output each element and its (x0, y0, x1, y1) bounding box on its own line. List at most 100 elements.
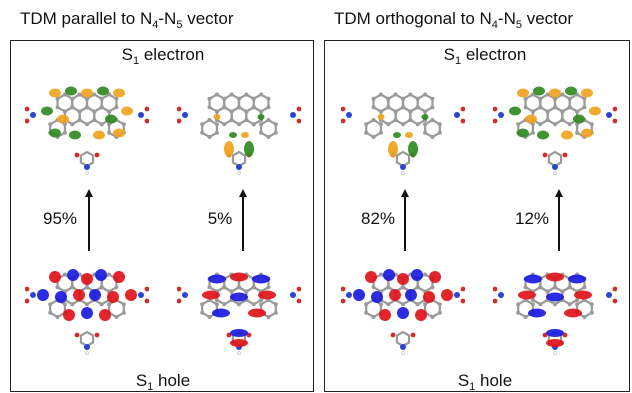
nitrogen-atom (138, 292, 144, 298)
arrow-head (555, 189, 563, 197)
oxygen-atom (390, 332, 396, 338)
carbon-atom (92, 109, 97, 114)
carbon-atom (70, 96, 75, 101)
orbital-lobe (393, 132, 401, 138)
carbon-atom (582, 285, 587, 290)
orbital-lobe (63, 309, 75, 321)
carbon-atom (200, 122, 205, 127)
heading-subscript: 4 (152, 19, 159, 31)
orbital-lobe (509, 106, 521, 116)
orbital-lobe (581, 128, 593, 138)
oxygen-atom (25, 106, 30, 112)
orbital-lobe (574, 290, 592, 300)
oxygen-atom (341, 106, 346, 112)
carbon-atom (259, 122, 264, 127)
carbon-atom (430, 315, 435, 319)
carbon-atom (251, 122, 256, 127)
oxygen-atom (341, 118, 346, 124)
ring (201, 118, 219, 139)
orbital-lobe (252, 274, 270, 284)
carbon-atom (55, 96, 60, 101)
nitrogen-atom (84, 344, 90, 350)
carbon-atom (114, 285, 119, 290)
oxygen-atom (612, 286, 617, 292)
molecule-electron-5 (177, 92, 301, 175)
orbital-lobe (65, 86, 77, 96)
arrow-head (85, 189, 93, 197)
hydrogen-atom (236, 170, 242, 175)
carbon-atom (273, 302, 278, 307)
electron-label: S1 electron (122, 45, 205, 67)
oxygen-atom (94, 152, 100, 158)
carbon-atom (582, 105, 587, 110)
carbon-atom (386, 122, 391, 127)
orbital-lobes (213, 114, 265, 157)
carbon-atom (523, 105, 528, 110)
carbon-atom (430, 105, 435, 110)
ring (365, 118, 383, 139)
carbon-atom (437, 122, 442, 127)
orbital-lobe (81, 273, 93, 285)
nitrogen-atom (606, 292, 612, 298)
nitrogen-atom (138, 112, 144, 118)
carbon-atom (55, 315, 60, 319)
carbon-atom (99, 302, 104, 307)
carbon-atom (85, 285, 89, 290)
carbon-atom (553, 96, 557, 101)
label-subscript: 1 (133, 55, 140, 67)
oxygen-atom (341, 286, 346, 292)
label-text: S (443, 45, 456, 64)
orbital-lobe (257, 114, 265, 120)
carbon-atom (575, 298, 580, 302)
molecule-skeleton (177, 92, 301, 175)
carbon-atom (401, 302, 405, 307)
ring (546, 105, 564, 126)
orbital-lobes (37, 269, 137, 321)
orbital-lobes (377, 114, 429, 157)
carbon-atom (364, 130, 369, 135)
carbon-atom (523, 315, 528, 319)
orbital-lobe (568, 274, 586, 284)
orbital-lobe (248, 308, 266, 318)
ring (78, 105, 96, 126)
orbital-lobe (415, 309, 427, 321)
orbital-lobe (561, 130, 573, 140)
carbon-atom (378, 130, 383, 135)
carbon-atom (393, 92, 398, 97)
carbon-atom (266, 105, 271, 110)
carbon-atom (423, 122, 428, 127)
heading-subscript: 5 (176, 19, 183, 31)
carbon-atom (214, 130, 219, 135)
nitrogen-atom (346, 112, 352, 118)
carbon-atom (401, 285, 405, 290)
oxygen-atom (460, 118, 465, 124)
carbon-atom (244, 289, 249, 294)
orbital-lobe (113, 128, 125, 138)
nitrogen-atom (30, 292, 36, 298)
label-text: S (135, 371, 148, 390)
orbital-lobe (37, 289, 49, 301)
label-text: hole (153, 371, 191, 390)
nitrogen-atom (606, 112, 612, 118)
carbon-atom (523, 96, 528, 101)
carbon-atom (200, 130, 205, 135)
carbon-atom (430, 135, 435, 139)
carbon-atom (364, 122, 369, 127)
arrow-shaft (404, 195, 406, 251)
carbon-atom (371, 315, 376, 319)
carbon-atom (55, 105, 60, 110)
carbon-atom (77, 92, 82, 97)
carbon-atom (538, 122, 543, 127)
carbon-atom (229, 289, 234, 294)
orbital-lobe (528, 308, 546, 318)
carbon-atom (371, 118, 376, 122)
carbon-atom (589, 122, 594, 127)
orbital-lobe (49, 271, 61, 283)
orbital-lobe (95, 269, 107, 281)
panel-heading-parallel: TDM parallel to N4-N5 vector (20, 9, 234, 31)
orbital-lobe (405, 289, 417, 301)
hydrogen-atom (400, 170, 406, 175)
orbital-lobe (429, 271, 441, 283)
carbon-atom (214, 302, 219, 307)
orbital-lobe (125, 289, 137, 301)
